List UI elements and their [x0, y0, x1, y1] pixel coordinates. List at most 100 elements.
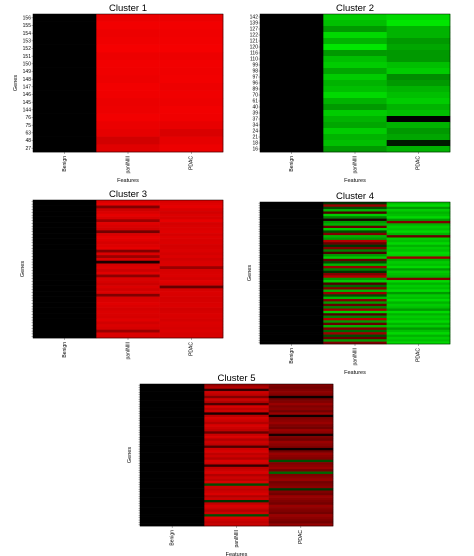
row-tick-label: 144 [23, 108, 32, 114]
heatmap-cell [96, 321, 160, 325]
heatmap-cell [96, 241, 160, 245]
heatmap-cell [159, 227, 224, 231]
heatmap-cell [204, 447, 269, 451]
heatmap-cell [260, 320, 324, 323]
heatmap-cell [140, 386, 205, 390]
heatmap-cell [96, 296, 160, 300]
heatmap-cell [260, 14, 324, 21]
heatmap-cell [33, 321, 97, 325]
heatmap-cell [204, 395, 269, 399]
heatmap-cell [260, 38, 324, 45]
heatmap-cell [159, 90, 224, 99]
heatmap-cell [323, 310, 387, 314]
heatmap-cell [204, 514, 269, 517]
heatmap-cell [204, 421, 269, 425]
heatmap-cell [268, 483, 334, 487]
heatmap-cell [159, 29, 224, 38]
heatmap-cell [140, 514, 205, 517]
heatmap-cell [268, 414, 334, 418]
heatmap-cell [268, 393, 334, 397]
column-tick-label: panINIII [352, 348, 358, 366]
heatmap-cell [96, 219, 160, 223]
heatmap-cell [386, 209, 451, 212]
heatmap-cell [323, 68, 387, 75]
heatmap-cell [323, 291, 387, 295]
heatmap-cell [96, 98, 160, 107]
heatmap-cell [96, 302, 160, 306]
heatmap-cell [268, 428, 334, 432]
heatmap-cell [260, 242, 324, 245]
heatmap-cell [96, 335, 160, 339]
heatmap-cell [96, 208, 160, 212]
heatmap-cell [140, 492, 205, 496]
heatmap-cell [140, 462, 205, 465]
heatmap-cell [96, 144, 160, 153]
heatmap-cell [159, 321, 224, 325]
heatmap-cell [260, 322, 324, 326]
heatmap-cell [159, 60, 224, 68]
heatmap-cell [140, 443, 205, 446]
heatmap-cell [386, 68, 451, 75]
y-axis-label: Genes [20, 261, 26, 277]
heatmap-cell [268, 407, 334, 411]
heatmap-cell [96, 21, 160, 30]
heatmap-cell [386, 216, 451, 219]
heatmap-cell [204, 393, 269, 397]
heatmap-cell [268, 502, 334, 505]
heatmap-cell [159, 233, 224, 237]
heatmap-cell [140, 438, 205, 442]
heatmap-cell [140, 450, 205, 453]
heatmap-cell [268, 436, 334, 439]
row-tick-label: 155 [23, 23, 32, 29]
heatmap-cell [323, 313, 387, 316]
heatmap-cell [386, 32, 451, 39]
heatmap-cell [260, 204, 324, 208]
heatmap-cell [386, 244, 451, 248]
heatmap-cell [204, 516, 269, 520]
heatmap-cell [260, 206, 324, 210]
heatmap-cell [386, 265, 451, 269]
heatmap-cell [159, 296, 224, 300]
heatmap-cell [33, 90, 97, 99]
heatmap-cell [323, 44, 387, 51]
heatmap-cell [33, 332, 97, 336]
heatmap-cell [140, 518, 205, 522]
heatmap-cell [260, 20, 324, 27]
heatmap-cell [386, 204, 451, 208]
heatmap-cell [260, 80, 324, 87]
heatmap-cell [159, 14, 224, 22]
heatmap-cell [33, 219, 97, 223]
heatmap-cell [260, 122, 324, 129]
heatmap-cell [260, 50, 324, 57]
heatmap-cell [260, 239, 324, 243]
heatmap-cell [140, 459, 205, 463]
heatmap-cell [386, 223, 451, 226]
heatmap-cell [33, 224, 97, 228]
heatmap-cell [323, 239, 387, 243]
heatmap-cell [260, 110, 324, 117]
heatmap-cell [260, 336, 324, 340]
heatmap-cell [159, 307, 224, 311]
column-tick-label: Benign [289, 156, 295, 172]
heatmap-cell [386, 284, 451, 288]
heatmap-cell [204, 417, 269, 420]
heatmap-cell [268, 488, 334, 491]
heatmap-cell [386, 202, 451, 205]
column-tick-label: Benign [62, 156, 68, 172]
heatmap-cell [268, 384, 334, 387]
heatmap-cell [204, 443, 269, 446]
heatmap-cell [33, 233, 97, 237]
cluster-5-panel: Cluster 5 Benign panINIII PDAC Features Genes [127, 373, 334, 556]
heatmap-cell [260, 116, 324, 123]
heatmap-cell [323, 296, 387, 300]
heatmap-cell [159, 241, 224, 245]
heatmap-cell [159, 37, 224, 45]
heatmap-cell [33, 260, 97, 264]
heatmap-cell [140, 400, 205, 404]
heatmap-cell [323, 38, 387, 45]
row-tick-label: 149 [23, 69, 32, 75]
heatmap-cell [260, 277, 324, 281]
heatmap-cell [323, 228, 387, 231]
heatmap-cell [323, 20, 387, 27]
heatmap-cell [204, 445, 269, 449]
